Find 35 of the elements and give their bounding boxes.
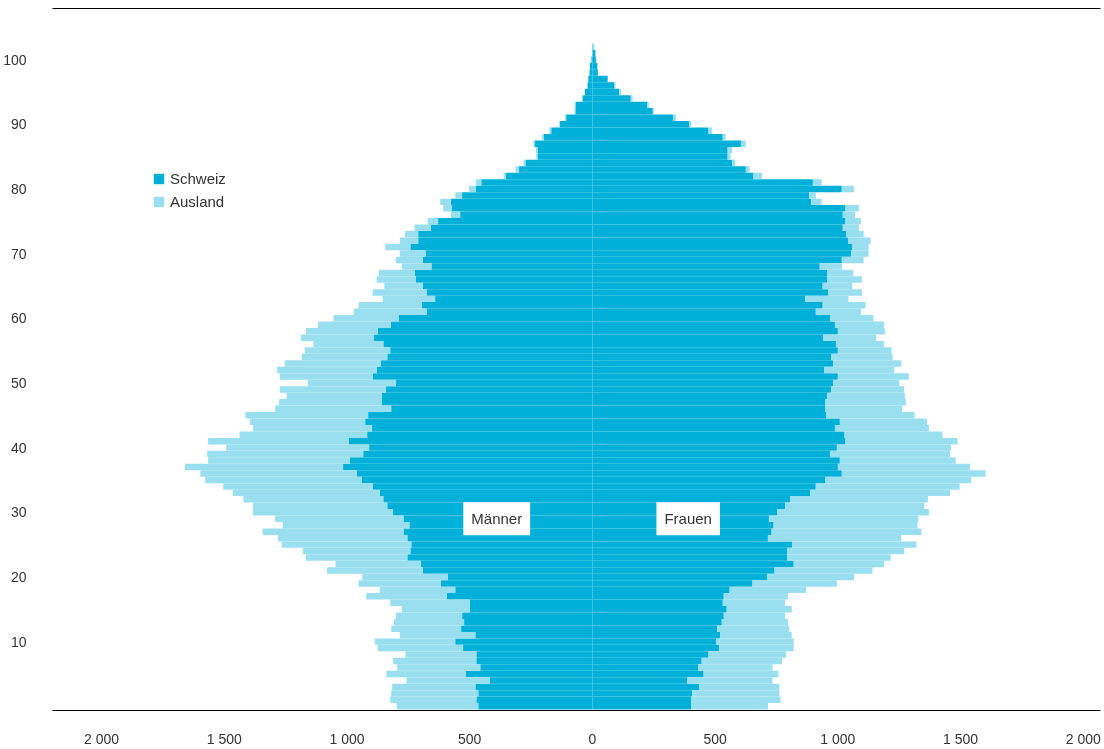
y-tick-label: 80 bbox=[10, 180, 27, 197]
y-tick-label: 90 bbox=[10, 116, 27, 133]
y-tick-label: 20 bbox=[10, 568, 27, 585]
legend-label: Ausland bbox=[170, 193, 225, 210]
x-tick-label: 1 000 bbox=[329, 730, 365, 747]
x-tick-label: 1 500 bbox=[206, 730, 243, 747]
y-tick-label: 40 bbox=[10, 439, 27, 456]
y-tick-label: 100 bbox=[3, 51, 27, 68]
bar bbox=[740, 140, 746, 147]
x-tick-label: 500 bbox=[458, 730, 482, 747]
y-tick-label: 50 bbox=[10, 374, 27, 391]
bar bbox=[515, 166, 520, 173]
bar bbox=[672, 114, 676, 122]
x-tick-label: 1 000 bbox=[820, 730, 856, 747]
bar bbox=[722, 133, 726, 141]
x-tick-label: 500 bbox=[703, 730, 728, 747]
bar bbox=[841, 185, 855, 193]
annotation: Frauen bbox=[664, 510, 712, 528]
y-tick-label: 10 bbox=[10, 633, 27, 650]
bar bbox=[812, 179, 822, 186]
bar bbox=[475, 179, 482, 186]
y-tick-label: 60 bbox=[10, 310, 27, 327]
x-tick-label: 1 500 bbox=[943, 730, 979, 747]
y-tick-label: 30 bbox=[10, 504, 27, 521]
bar bbox=[745, 166, 750, 173]
bar bbox=[455, 192, 463, 199]
x-tick-label: 2 000 bbox=[1065, 730, 1102, 747]
bar bbox=[753, 172, 763, 180]
bar bbox=[732, 159, 736, 167]
x-tick-label: 2 000 bbox=[84, 730, 120, 747]
bar bbox=[469, 185, 476, 193]
x-tick-label: 0 bbox=[588, 730, 597, 747]
annotation: Männer bbox=[471, 510, 523, 528]
y-tick-label: 70 bbox=[10, 245, 27, 262]
legend-label: Schweiz bbox=[170, 170, 226, 187]
